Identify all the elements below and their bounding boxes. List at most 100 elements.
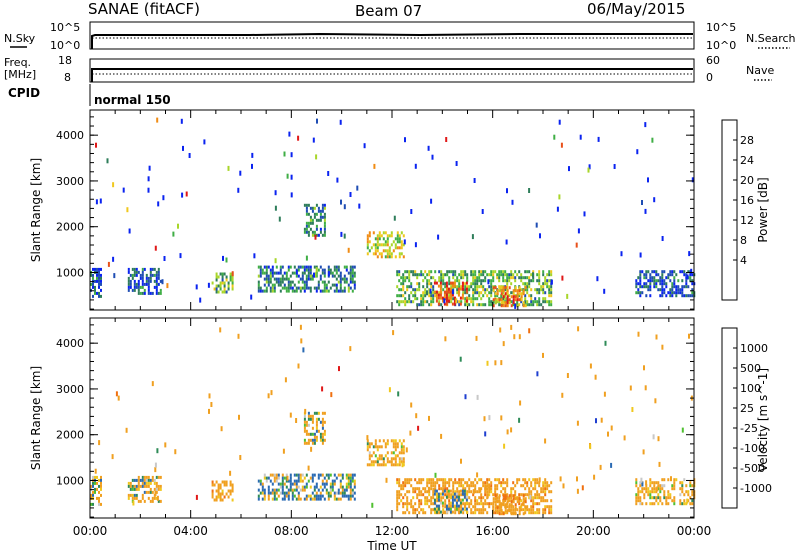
velocity-echo-cell [468,487,471,491]
velocity-echo-cell [482,511,485,515]
velocity-echo-cell [510,496,513,500]
velocity-echo-cell [339,482,342,486]
power-scatter-cell [316,118,318,124]
power-echo-cell [508,276,511,280]
power-echo-cell [386,240,389,244]
power-echo-cell [430,270,433,274]
power-echo-cell [435,290,438,294]
velocity-echo-cell [289,479,292,483]
velocity-echo-cell [317,494,320,498]
velocity-echo-cell [145,478,148,482]
velocity-echo-cell [402,448,405,452]
velocity-echo-cell [426,496,429,500]
power-echo-cell [683,270,686,274]
power-echo-cell [457,293,460,297]
power-scatter-cell [181,192,184,198]
noise-right-tick-bottom: 10^0 [706,39,736,52]
power-echo-cell [424,270,427,274]
velocity-echo-cell [370,460,373,464]
velocity-echo-cell [428,478,431,482]
velocity-echo-cell [442,481,445,485]
velocity-echo-cell [267,494,270,498]
velocity-echo-cell [542,490,545,494]
velocity-echo-cell [510,508,513,512]
power-echo-cell [231,281,234,285]
power-echo-cell [418,273,421,277]
velocity-echo-cell [217,495,220,499]
power-echo-cell [548,270,551,274]
power-echo-cell [546,282,549,286]
velocity-echo-cell [520,484,523,488]
power-scatter-cell [639,252,642,258]
velocity-echo-cell [267,491,270,495]
power-echo-cell [351,280,354,284]
velocity-echo-cell [283,476,286,480]
velocity-echo-cell [510,505,513,509]
power-echo-cell [392,249,395,253]
velocity-echo-cell [151,496,154,500]
velocity-echo-cell [313,473,316,477]
velocity-echo-cell [275,491,278,495]
velocity-echo-cell [135,487,138,491]
velocity-echo-cell [679,481,682,485]
power-echo-cell [289,274,292,278]
power-echo-cell [347,289,350,293]
power-echo-cell [520,273,523,277]
power-echo-cell [149,267,152,271]
velocity-echo-cell [145,475,148,479]
velocity-echo-cell [396,454,399,458]
velocity-echo-cell [396,493,399,497]
power-echo-cell [283,277,286,281]
velocity-echo-cell [474,478,477,482]
velocity-echo-cell [448,481,451,485]
power-echo-cell [394,255,397,259]
power-scatter-cell [487,279,490,285]
velocity-echo-cell [532,496,535,500]
velocity-echo-cell [151,490,154,494]
velocity-echo-cell [315,429,318,433]
power-scatter-cell [251,152,254,158]
power-echo-cell [474,285,477,289]
velocity-echo-cell [532,487,535,491]
power-echo-cell [339,280,342,284]
velocity-echo-cell [329,473,332,477]
velocity-echo-cell [522,478,525,482]
velocity-echo-cell [691,484,694,488]
power-echo-cell [323,268,326,272]
freq-label-2: [MHz] [4,68,36,81]
power-echo-cell [319,215,322,219]
velocity-echo-cell [396,445,399,449]
power-echo-cell [376,240,379,244]
velocity-echo-cell [143,490,146,494]
power-echo-cell [635,279,638,283]
velocity-echo-cell [504,499,507,503]
velocity-echo-cell [131,487,134,491]
power-echo-cell [472,294,475,298]
power-echo-cell [398,303,401,307]
velocity-echo-cell [313,494,316,498]
velocity-echo-cell [416,508,419,512]
velocity-echo-cell [548,490,551,494]
time-axis: 00:00 04:00 08:00 12:00 16:00 20:00 00:00 [73,110,711,538]
power-echo-cell [315,265,318,269]
power-echo-cell [520,300,523,304]
velocity-echo-cell [446,481,449,485]
power-scatter-cell [429,288,432,294]
velocity-echo-cell [478,496,481,500]
power-echo-cell [496,276,499,280]
velocity-echo-cell [396,478,399,482]
power-echo-cell [508,286,511,290]
power-ylabel: Slant Range [km] [29,158,43,262]
velocity-echo-cell [257,494,260,498]
power-echo-cell [263,277,266,281]
power-echo-cell [498,300,501,304]
power-echo-cell [474,273,477,277]
power-echo-cell [92,273,94,277]
power-echo-cell [333,265,336,269]
velocity-echo-cell [149,487,152,491]
velocity-echo-cell [683,502,686,506]
velocity-echo-cell [400,487,403,491]
power-echo-cell [229,278,232,282]
power-echo-cell [277,283,280,287]
power-echo-cell [317,209,320,213]
